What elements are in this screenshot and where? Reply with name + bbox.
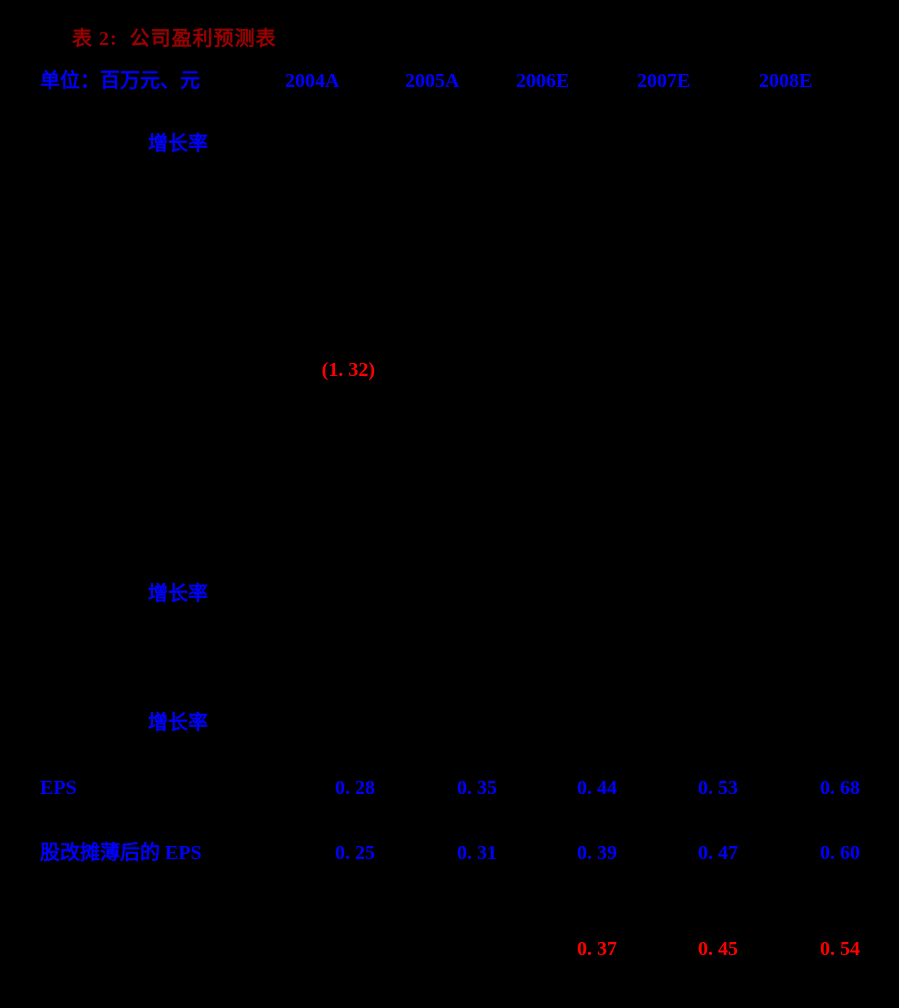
row-label-eps-diluted: 股改摊薄后的 EPS xyxy=(40,842,202,864)
cell-eps-diluted-2005a: 0. 31 xyxy=(457,842,497,864)
row-label-growth-rate-3: 增长率 xyxy=(148,712,208,734)
cell-eps-2008e: 0. 68 xyxy=(820,777,860,799)
table-row: (1. 32) xyxy=(0,359,899,381)
row-label-growth-rate-1: 增长率 xyxy=(148,133,208,155)
row-label-eps: EPS xyxy=(40,777,77,799)
cell-eps-2007e: 0. 53 xyxy=(698,777,738,799)
table-row: 0. 37 0. 45 0. 54 xyxy=(0,938,899,960)
header-row: 单位：百万元、元 2004A 2005A 2006E 2007E 2008E xyxy=(0,70,899,92)
table-row: 增长率 xyxy=(0,133,899,155)
col-header-2006e: 2006E xyxy=(516,70,570,92)
cell-eps-diluted-2008e: 0. 60 xyxy=(820,842,860,864)
cell-eps-adjusted-2008e: 0. 54 xyxy=(820,938,860,960)
table-row: 增长率 xyxy=(0,583,899,605)
cell-eps-2005a: 0. 35 xyxy=(457,777,497,799)
cell-eps-diluted-2007e: 0. 47 xyxy=(698,842,738,864)
cell-eps-2004a: 0. 28 xyxy=(335,777,375,799)
cell-eps-2006e: 0. 44 xyxy=(577,777,617,799)
unit-label: 单位：百万元、元 xyxy=(40,70,200,92)
table-row: 增长率 xyxy=(0,712,899,734)
cell-eps-diluted-2006e: 0. 39 xyxy=(577,842,617,864)
col-header-2004a: 2004A xyxy=(285,70,340,92)
table-row: 股改摊薄后的 EPS 0. 25 0. 31 0. 39 0. 47 0. 60 xyxy=(0,842,899,864)
row-label-growth-rate-2: 增长率 xyxy=(148,583,208,605)
col-header-2008e: 2008E xyxy=(759,70,813,92)
col-header-2005a: 2005A xyxy=(405,70,460,92)
cell-eps-adjusted-2006e: 0. 37 xyxy=(577,938,617,960)
cell-loss-2004a: (1. 32) xyxy=(321,359,375,381)
table-row: EPS 0. 28 0. 35 0. 44 0. 53 0. 68 xyxy=(0,777,899,799)
cell-eps-adjusted-2007e: 0. 45 xyxy=(698,938,738,960)
table-title: 表 2: 公司盈利预测表 xyxy=(72,28,277,50)
col-header-2007e: 2007E xyxy=(637,70,691,92)
cell-eps-diluted-2004a: 0. 25 xyxy=(335,842,375,864)
